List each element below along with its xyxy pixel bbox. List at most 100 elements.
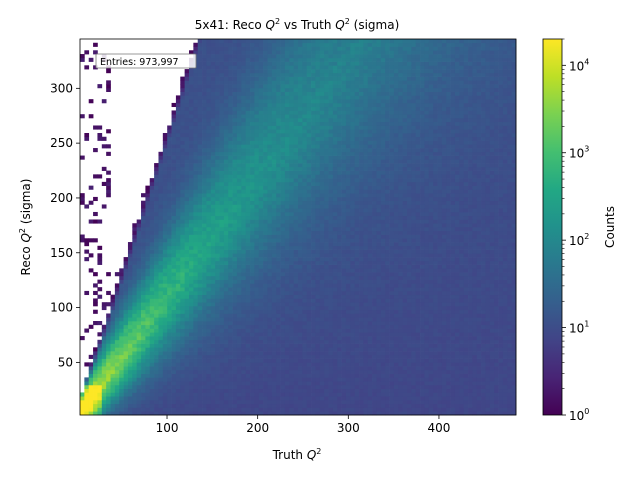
heatmap-cell: [302, 392, 308, 397]
heatmap-cell: [106, 339, 111, 344]
heatmap-cell: [328, 121, 334, 126]
heatmap-cell: [315, 324, 321, 329]
heatmap-cell: [132, 366, 138, 371]
heatmap-cell: [341, 151, 347, 156]
heatmap-cell: [162, 260, 168, 265]
heatmap-cell: [206, 324, 212, 329]
heatmap-cell: [149, 200, 155, 205]
heatmap-cell: [219, 84, 225, 89]
heatmap-cell: [215, 170, 220, 175]
heatmap-cell: [232, 110, 238, 115]
heatmap-cell: [232, 347, 238, 352]
heatmap-cell: [267, 399, 273, 405]
heatmap-cell: [298, 133, 303, 138]
heatmap-cell: [158, 396, 164, 401]
heatmap-cell: [210, 95, 216, 100]
heatmap-cell: [341, 181, 347, 186]
heatmap-cell: [293, 46, 299, 51]
heatmap-cell: [154, 377, 159, 382]
heatmap-cell: [180, 309, 185, 314]
heatmap-cell: [258, 377, 264, 382]
heatmap-cell: [319, 57, 325, 62]
heatmap-cell: [271, 257, 277, 262]
heatmap-cell: [184, 245, 190, 250]
heatmap-cell: [228, 174, 233, 179]
heatmap-cell: [284, 223, 290, 228]
heatmap-cell: [276, 238, 281, 243]
heatmap-cell: [341, 242, 347, 247]
heatmap-cell: [132, 298, 138, 303]
heatmap-cell: [110, 298, 116, 303]
heatmap-cell: [114, 392, 120, 397]
heatmap-cell: [271, 366, 277, 371]
heatmap-cell: [236, 347, 242, 352]
heatmap-cell: [293, 332, 299, 337]
heatmap-cell: [306, 46, 312, 51]
heatmap-cell: [154, 223, 159, 228]
heatmap-cell: [145, 396, 151, 401]
heatmap-cell: [254, 121, 260, 126]
heatmap-cell: [202, 57, 207, 62]
heatmap-cell: [319, 283, 325, 288]
heatmap-cell: [324, 309, 329, 314]
heatmap-cell: [210, 317, 216, 322]
heatmap-cell: [149, 351, 155, 356]
heatmap-cell: [171, 366, 177, 371]
heatmap-cell: [132, 351, 138, 356]
heatmap-cell: [219, 230, 225, 235]
heatmap-cell: [80, 392, 85, 397]
heatmap-cell: [298, 230, 303, 235]
heatmap-cell: [97, 343, 103, 348]
heatmap-cell: [250, 178, 255, 183]
heatmap-cell: [289, 268, 294, 273]
heatmap-cell: [180, 234, 185, 239]
heatmap-cell: [311, 155, 316, 160]
heatmap-cell: [197, 373, 203, 378]
heatmap-cell: [145, 369, 151, 374]
heatmap-cell: [184, 369, 190, 374]
heatmap-cell: [80, 399, 85, 405]
heatmap-cell: [302, 242, 308, 247]
heatmap-cell: [175, 114, 181, 119]
heatmap-cell: [306, 336, 312, 341]
heatmap-cell: [271, 42, 277, 47]
heatmap-cell: [315, 136, 321, 141]
heatmap-cell: [197, 125, 203, 130]
heatmap-cell: [280, 287, 286, 292]
heatmap-cell: [258, 260, 264, 265]
heatmap-cell: [145, 373, 151, 378]
heatmap-cell: [167, 351, 172, 356]
heatmap-cell: [319, 114, 325, 119]
heatmap-cell: [145, 193, 151, 198]
heatmap-cell: [280, 369, 286, 374]
heatmap-cell: [302, 46, 308, 51]
heatmap-cell: [302, 275, 308, 280]
heatmap-cell: [289, 204, 294, 209]
heatmap-cell: [276, 102, 281, 108]
heatmap-cell: [245, 396, 251, 401]
heatmap-cell: [311, 110, 316, 115]
heatmap-cell: [289, 57, 294, 62]
heatmap-cell: [123, 362, 129, 367]
heatmap-cell: [302, 294, 308, 299]
heatmap-cell: [315, 163, 321, 168]
heatmap-cell: [184, 411, 190, 416]
heatmap-cell: [162, 136, 168, 141]
heatmap-cell: [241, 411, 247, 416]
heatmap-cell: [315, 249, 321, 254]
heatmap-cell: [228, 268, 233, 273]
heatmap-cell: [306, 272, 312, 277]
heatmap-cell: [263, 287, 268, 292]
heatmap-cell: [254, 80, 260, 85]
heatmap-cell: [258, 42, 264, 47]
heatmap-cell: [302, 50, 308, 55]
heatmap-cell: [276, 339, 281, 344]
heatmap-cell: [106, 189, 111, 194]
heatmap-cell: [267, 196, 273, 202]
heatmap-cell: [293, 87, 299, 92]
heatmap-cell: [271, 84, 277, 89]
heatmap-cell: [250, 102, 255, 108]
heatmap-cell: [328, 140, 334, 145]
heatmap-cell: [210, 155, 216, 160]
heatmap-cell: [328, 151, 334, 156]
